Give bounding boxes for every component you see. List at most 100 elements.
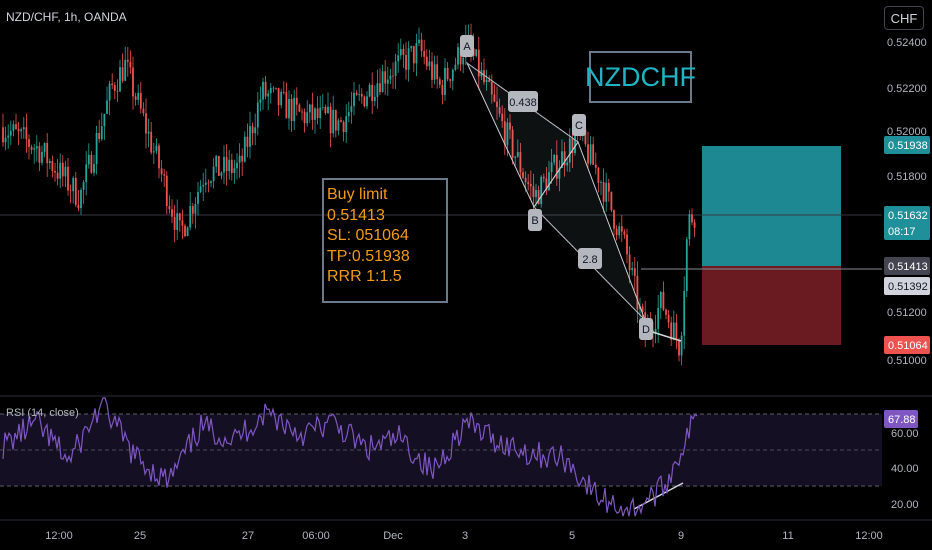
rsi-y-tick: 20.00 [891,499,919,511]
rsi-line [2,397,698,517]
candle-body [85,164,88,183]
rsi-y-tick: 40.00 [891,463,919,475]
candle-body [628,254,631,271]
candle-body [384,71,387,84]
candle-body [423,51,426,57]
candle-body [397,55,400,62]
candle-body [145,113,147,134]
candle-body [106,100,108,114]
candle-body [194,203,197,214]
y-tick: 0.52400 [887,37,927,49]
candle-body [594,164,597,168]
candle-body [386,79,389,84]
candle-body [511,129,514,158]
candle-body [587,144,589,164]
candle-body [550,162,553,173]
candle-body [311,104,314,120]
candle-body [412,46,415,64]
take-profit: TP:0.51938 [327,247,410,265]
candle-body [691,214,693,223]
trade-type: Buy limit [327,186,388,203]
candle-body [129,61,132,68]
candle-body [366,96,368,107]
price-axis[interactable]: 0.52400 0.52200 0.52000 0.51800 0.51200 … [884,37,930,511]
candle-body [262,81,264,100]
candle-body [516,152,519,157]
candle-body [392,75,394,77]
candle-body [574,135,576,153]
candle-body [501,113,504,122]
candle-body [142,108,145,114]
candle-body [215,155,218,167]
symbol-header[interactable]: NZD/CHF, 1h, OANDA [6,10,127,24]
candle-body [563,151,566,166]
candle-body [389,75,392,80]
candle-body [236,162,238,169]
candle-body [363,96,366,107]
candle-body [529,184,532,187]
candle-body [654,329,657,334]
candle-body [74,177,77,205]
candle-body [659,291,662,308]
candle-body [17,129,20,132]
candle-body [498,107,501,114]
candle-body [220,172,223,176]
risk-reward: RRR 1:1.5 [327,268,402,285]
candle-body [436,64,439,80]
candle-body [477,49,480,77]
candle-body [381,71,384,92]
candle-body [685,239,688,291]
candle-body [184,225,186,237]
candle-body [438,79,441,85]
candle-body [30,147,33,150]
candle-body [425,56,428,67]
candle-body [485,79,488,82]
candle-body [610,191,613,211]
candle-body [537,190,540,205]
candle-body [202,184,205,187]
candle-body [199,186,202,193]
candle-body [680,335,683,356]
x-tick: 25 [134,530,146,542]
candle-body [535,190,537,198]
candle-body [264,81,267,97]
candle-body [20,129,23,132]
candle-body [475,49,478,56]
candle-body [2,127,4,143]
time-axis[interactable]: 12:00 25 27 06:00 Dec 3 5 9 11 12:00 [45,530,883,542]
candle-body [207,182,210,184]
candle-body [316,108,319,119]
candle-body [431,61,433,80]
candle-body [217,155,220,176]
candle-body [327,106,329,114]
candle-body [360,94,363,97]
candle-body [488,79,491,82]
candle-body [272,87,275,89]
candle-body [238,155,241,163]
candle-body [243,136,246,162]
candle-body [87,154,90,165]
candle-body [59,162,62,179]
candle-body [119,67,121,92]
candle-body [483,70,485,83]
currency-button[interactable]: CHF [884,6,924,30]
candle-body [693,222,696,228]
candle-body [197,192,199,204]
candle-body [449,79,452,81]
candle-body [506,122,509,146]
candle-body [168,206,171,210]
candle-body [80,189,82,208]
y-tick: 0.52200 [887,83,927,95]
rsi-y-tick: 60.00 [891,428,919,440]
current-price-label: 0.51632 08:17 [884,206,930,240]
candle-body [7,135,10,138]
candle-body [12,124,15,131]
candle-body [134,96,137,100]
rsi-legend[interactable]: RSI (14, close) [6,407,79,419]
candle-body [189,206,192,228]
candle-body [277,88,280,106]
svg-text:A: A [463,41,471,53]
candle-body [337,120,340,131]
candle-body [602,182,605,202]
